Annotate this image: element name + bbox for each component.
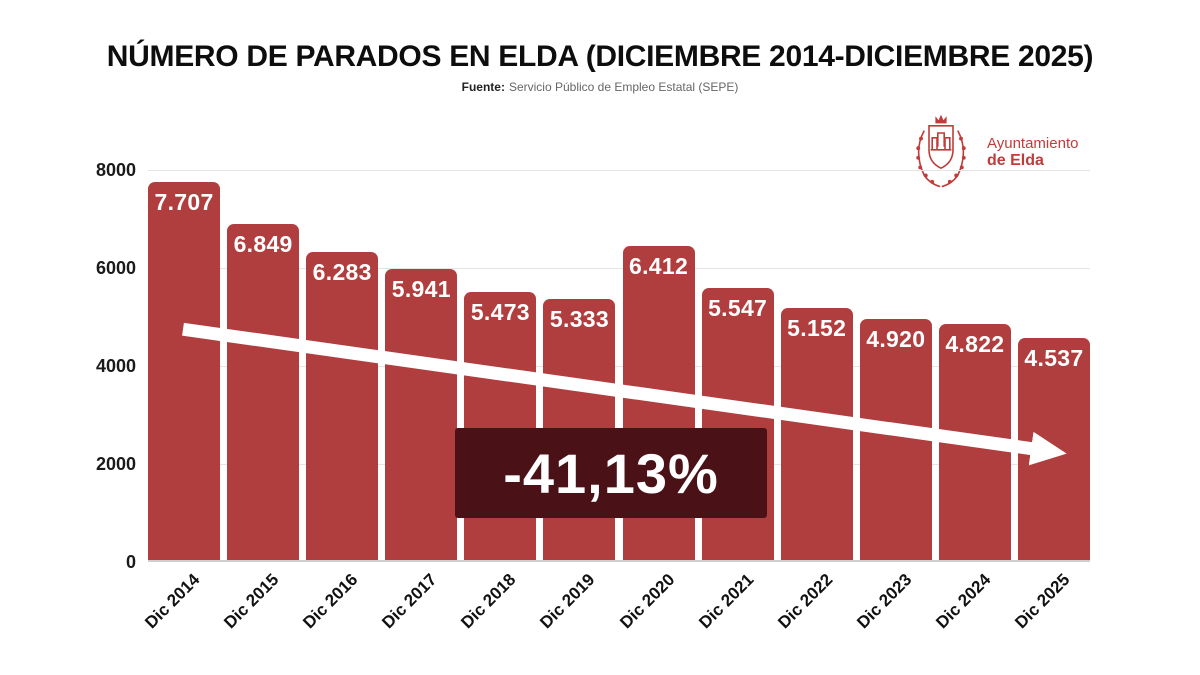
bar: 7.707 [148, 182, 221, 560]
bar-value-label: 4.920 [866, 325, 926, 352]
source-note: Fuente: Servicio Público de Empleo Estata… [0, 80, 1200, 94]
bar-value-label: 6.849 [233, 231, 293, 258]
y-axis-tick-label: 2000 [95, 454, 136, 474]
bar: 5.473 [464, 291, 537, 560]
bar-value-label: 5.333 [549, 305, 609, 332]
bar: 6.283 [306, 252, 379, 560]
bar: 5.547 [701, 288, 774, 560]
logo-text: Ayuntamiento de Elda [987, 135, 1078, 171]
y-axis-tick-label: 0 [125, 552, 136, 572]
bar: 4.822 [938, 323, 1011, 560]
trend-annotation: -41,13% [455, 428, 767, 518]
bar: 6.849 [227, 224, 300, 560]
bar-value-label: 4.537 [1024, 344, 1084, 371]
bar: 4.537 [1017, 337, 1090, 560]
bar: 4.920 [859, 318, 932, 560]
elda-crest-icon [916, 114, 966, 188]
logo-line2: de Elda [987, 152, 1044, 170]
bar: 5.941 [385, 268, 458, 560]
bar-value-label: 5.941 [391, 275, 451, 302]
gridline [148, 268, 1090, 269]
y-axis-tick-label: 4000 [95, 356, 136, 376]
bar: 5.152 [780, 307, 853, 560]
gridline [148, 170, 1090, 171]
bar-value-label: 5.473 [470, 298, 530, 325]
bar-chart: -41,13% 0 2000 4000 6000 8000 7.707 Dic 2014 6.… [96, 160, 1090, 632]
source-label: Fuente: [461, 80, 505, 94]
logo-line1: Ayuntamiento [987, 135, 1079, 153]
chart-title: NÚMERO DE PARADOS EN ELDA (DICIEMBRE 201… [106, 40, 1094, 73]
y-axis-tick-label: 6000 [95, 258, 136, 278]
bar-value-label: 4.822 [945, 330, 1005, 357]
bar-value-label: 6.412 [629, 252, 689, 279]
source-text: Servicio Público de Empleo Estatal (SEPE… [508, 80, 739, 94]
ayuntamiento-logo: Ayuntamiento de Elda [905, 103, 1115, 203]
y-axis-tick-label: 8000 [95, 160, 136, 180]
bar-value-label: 5.547 [708, 295, 768, 322]
bar-value-label: 7.707 [154, 189, 214, 216]
bar-value-label: 5.152 [787, 314, 847, 341]
bar-value-label: 6.283 [312, 259, 372, 286]
